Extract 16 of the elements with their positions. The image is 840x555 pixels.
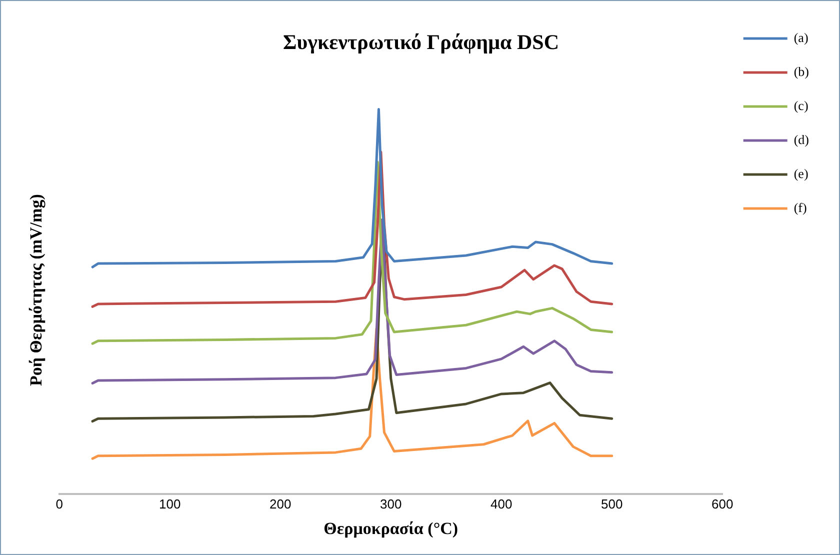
- chart-title: Συγκεντρωτικό Γράφημα DSC: [283, 30, 559, 54]
- x-axis-title: Θερμοκρασία (°C): [324, 519, 458, 538]
- legend-label: (b): [794, 64, 810, 79]
- legend-label: (d): [794, 132, 810, 147]
- legend-label: (c): [794, 98, 808, 113]
- x-tick-label: 200: [270, 496, 292, 512]
- x-tick-label: 300: [380, 496, 402, 512]
- legend-label: (e): [794, 166, 808, 181]
- x-tick-label: 600: [711, 496, 734, 512]
- y-axis-title: Ροή Θερμότητας (mV/mg): [26, 194, 46, 386]
- x-tick-label: 400: [490, 496, 512, 512]
- x-tick-label: 100: [159, 496, 181, 512]
- x-tick-label: 500: [601, 496, 623, 512]
- legend-label: (f): [794, 200, 807, 215]
- legend-label: (a): [794, 30, 808, 45]
- x-tick-label: 0: [56, 496, 64, 512]
